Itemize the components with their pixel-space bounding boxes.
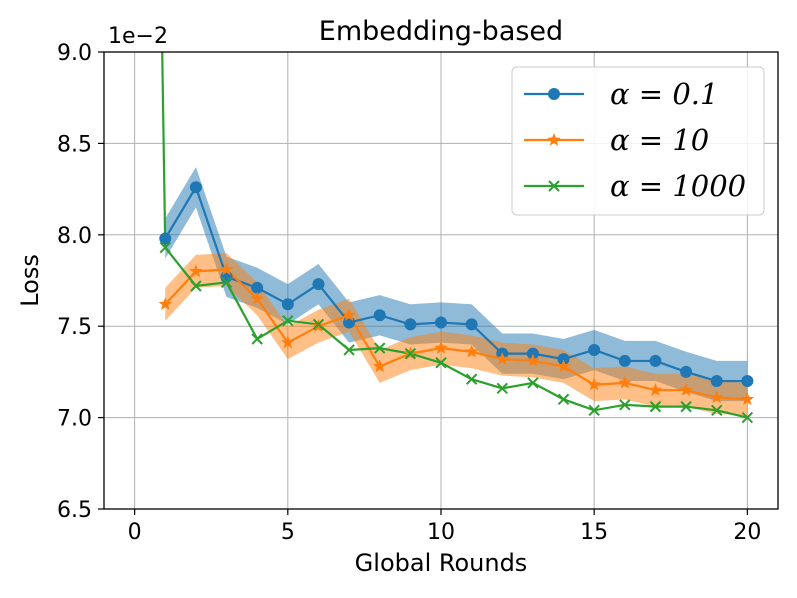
band-series-2	[165, 253, 748, 416]
point-series-3-x14	[557, 393, 570, 406]
point-series-2-x1	[158, 297, 173, 311]
point-series-2-x5	[280, 335, 295, 349]
point-series-3-x2	[190, 280, 202, 292]
point-series-1-x5	[281, 298, 294, 311]
x-tick-label: 20	[733, 520, 761, 545]
point-series-2-x10	[434, 340, 448, 354]
point-series-1-x9	[404, 318, 417, 331]
legend-box	[511, 66, 765, 216]
y-tick-label: 9.0	[57, 41, 92, 66]
point-series-3-x5	[282, 315, 294, 327]
point-series-1-x19	[710, 375, 723, 388]
point-series-3-x13	[527, 377, 539, 389]
point-series-1-x20	[741, 375, 754, 388]
x-tick-label: 0	[128, 520, 142, 545]
point-series-2-x12	[495, 351, 510, 365]
point-series-2-x15	[587, 377, 602, 391]
confidence-bands	[165, 167, 748, 416]
band-series-1	[165, 167, 748, 402]
point-series-3-x12	[496, 382, 508, 395]
point-series-2-x16	[617, 375, 632, 389]
point-series-3-x16	[619, 399, 631, 411]
x-tick-label: 10	[427, 520, 455, 545]
legend-label-2: α = 10	[610, 123, 709, 157]
point-series-3-x1	[159, 241, 171, 254]
y-tick-label: 8.5	[57, 132, 92, 157]
point-series-2-x20	[740, 392, 755, 406]
point-series-3-x6	[312, 318, 325, 331]
point-series-1-x2	[189, 181, 202, 194]
point-series-2-x7	[342, 308, 356, 322]
point-series-3-x19	[711, 404, 723, 416]
series-markers	[158, 181, 755, 424]
y-tick-label: 8.0	[57, 224, 92, 249]
point-series-1-x8	[373, 309, 386, 322]
point-series-2-x19	[709, 390, 724, 404]
point-series-1-x17	[649, 354, 662, 367]
point-series-1-x7	[343, 316, 356, 329]
x-tick-label: 15	[580, 520, 608, 545]
point-series-2-x14	[556, 359, 571, 373]
point-series-2-x8	[372, 359, 387, 373]
y-offset-label: 1e−2	[108, 24, 168, 49]
point-series-2-x11	[464, 344, 479, 358]
legend-label-3: α = 1000	[610, 169, 746, 203]
point-series-1-x1	[159, 232, 172, 245]
point-series-3-x17	[649, 400, 662, 413]
legend-label-1: α = 0.1	[610, 77, 718, 111]
point-series-1-x3	[220, 270, 233, 283]
point-series-3-x11	[465, 373, 478, 385]
point-series-1-x18	[680, 365, 693, 378]
point-series-3-x7	[343, 344, 355, 356]
legend-marker-3	[548, 180, 560, 192]
y-tick-label: 7.0	[57, 407, 92, 432]
legend-marker-1	[548, 88, 560, 100]
point-series-2-x13	[526, 353, 540, 367]
axis-ticks: 0 5 10 15 20 6.5 7.0 7.5 8.0 8.5 9.0	[57, 41, 761, 545]
legend: α = 0.1 α = 10 α = 1000	[511, 66, 765, 216]
y-tick-label: 6.5	[57, 498, 92, 523]
point-series-1-x11	[465, 318, 478, 331]
chart-title: Embedding-based	[319, 16, 563, 47]
point-series-3-x15	[588, 404, 600, 416]
point-series-3-x10	[435, 357, 447, 369]
point-series-3-x20	[741, 411, 754, 424]
point-series-3-x4	[251, 333, 263, 345]
point-series-1-x16	[618, 354, 631, 367]
point-series-1-x15	[588, 343, 601, 356]
point-series-2-x18	[679, 382, 693, 397]
point-series-3-x8	[374, 342, 386, 354]
y-axis-label: Loss	[16, 254, 44, 307]
point-series-2-x17	[648, 382, 663, 397]
point-series-2-x4	[250, 291, 265, 305]
x-axis-label: Global Rounds	[355, 549, 528, 577]
y-tick-label: 7.5	[57, 315, 92, 340]
point-series-1-x10	[435, 316, 447, 329]
legend-marker-2	[547, 132, 561, 146]
point-series-2-x3	[219, 262, 234, 276]
point-series-3-x3	[220, 276, 233, 289]
x-tick-label: 5	[281, 520, 295, 545]
point-series-3-x18	[680, 400, 692, 413]
point-series-3-x9	[404, 347, 417, 360]
point-series-2-x2	[189, 264, 203, 278]
point-series-1-x6	[312, 278, 325, 291]
